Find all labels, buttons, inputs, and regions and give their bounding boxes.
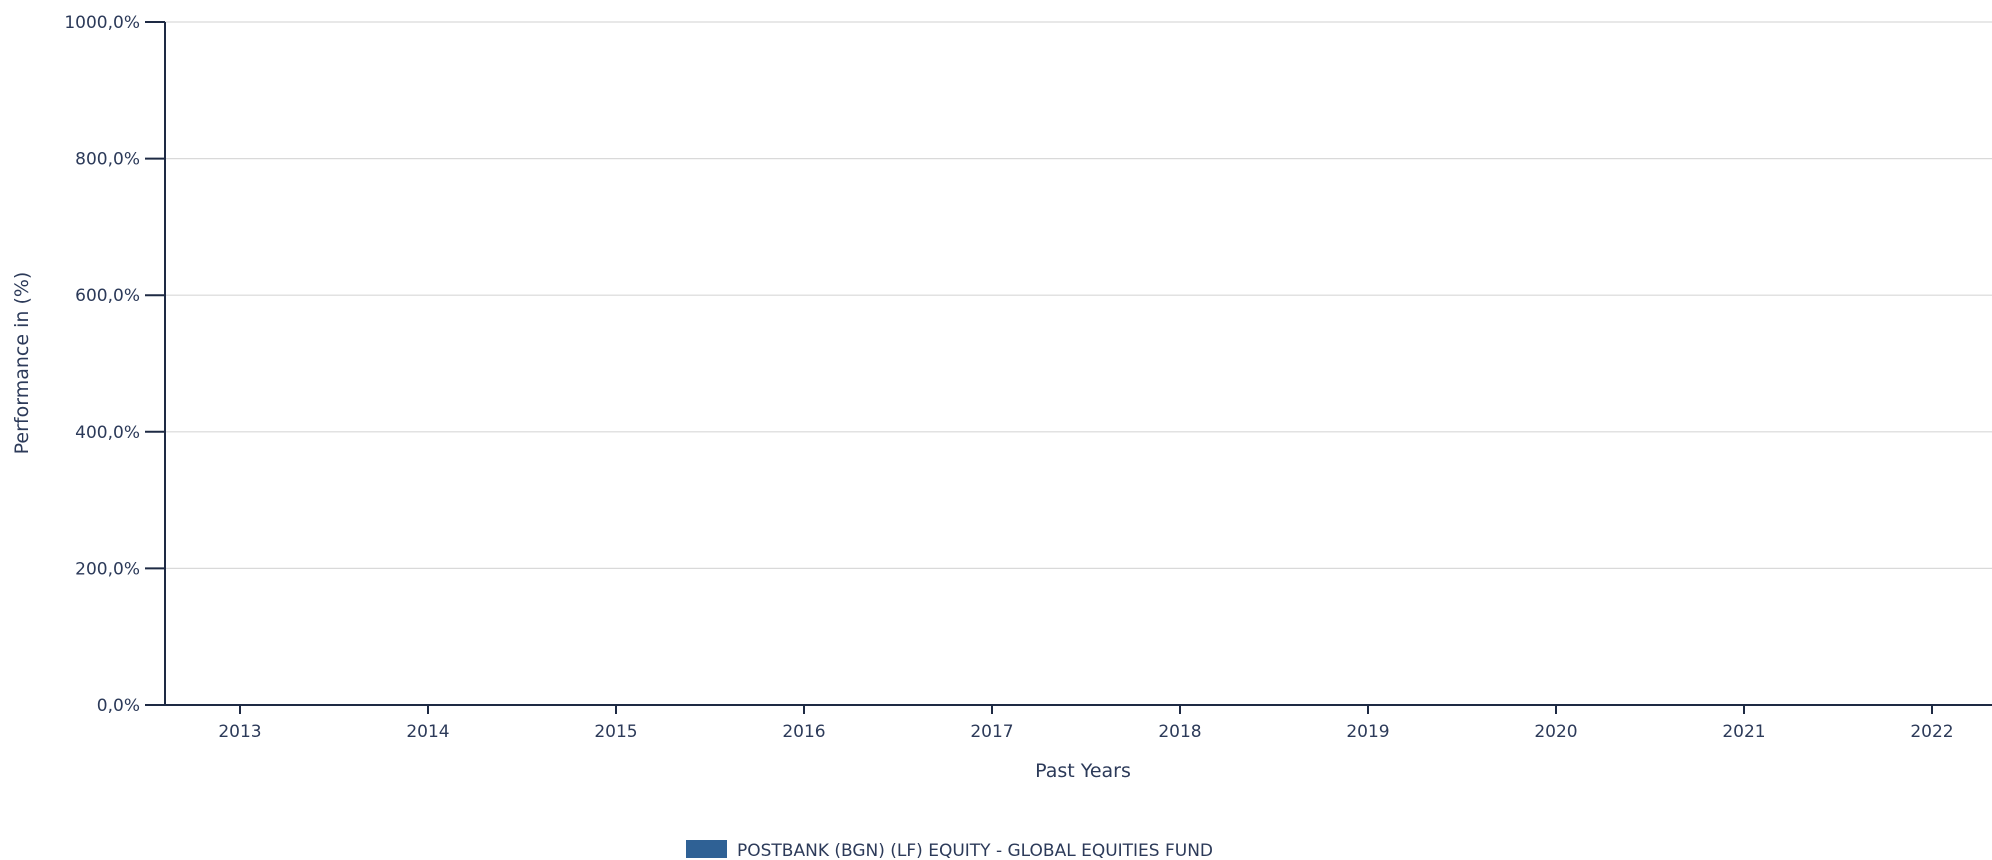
x-tick-label: 2014 [406,722,449,742]
x-tick-label: 2016 [782,722,825,742]
x-tick-label: 2020 [1534,722,1577,742]
legend[interactable]: POSTBANK (BGN) (LF) EQUITY - GLOBAL EQUI… [686,840,1213,860]
x-tick-label: 2013 [218,722,261,742]
legend-label: POSTBANK (BGN) (LF) EQUITY - GLOBAL EQUI… [737,841,1213,860]
grid-lines [165,21,1992,570]
axes [164,22,1992,706]
x-tick-label: 2022 [1910,722,1953,742]
y-tick-label: 1000,0% [64,13,140,33]
y-axis-title: Performance in (%) [11,272,33,455]
legend-swatch [686,840,727,858]
y-tick-label: 800,0% [75,150,140,170]
x-tick-label: 2019 [1346,722,1389,742]
x-tick-label: 2015 [594,722,637,742]
x-tick-label: 2021 [1722,722,1765,742]
y-tick-label: 200,0% [75,559,140,579]
y-tick-label: 400,0% [75,423,140,443]
x-tick-label: 2018 [1158,722,1201,742]
x-axis-title: Past Years [1035,760,1131,782]
y-tick-label: 0,0% [97,696,140,716]
x-axis-ticks: 2013 2014 2015 2016 2017 2018 2019 2020 2021 2022 [218,705,1954,742]
y-axis-ticks: 0,0% 200,0% 400,0% 600,0% 800,0% 1000,0% [64,13,165,716]
y-tick-label: 600,0% [75,286,140,306]
x-tick-label: 2017 [970,722,1013,742]
